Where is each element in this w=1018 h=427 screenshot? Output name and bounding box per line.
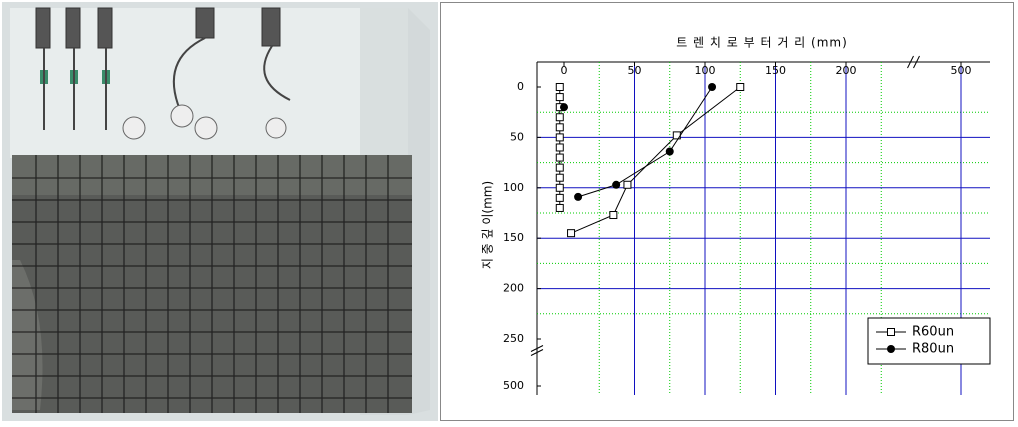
x-tick-label: 0 — [561, 64, 568, 77]
y-axis-title: 지 중 깊 이(mm) — [481, 181, 495, 269]
marker — [556, 134, 563, 141]
y-tick-label: 250 — [503, 332, 524, 345]
series — [560, 83, 716, 201]
marker — [556, 114, 563, 121]
marker — [556, 144, 563, 151]
marker — [568, 230, 575, 237]
legend-label: R80un — [912, 342, 954, 357]
y-tick-label: 100 — [503, 181, 524, 194]
marker — [624, 181, 631, 188]
legend-label: R60un — [912, 325, 954, 340]
marker — [556, 194, 563, 201]
marker — [556, 94, 563, 101]
marker — [612, 181, 620, 189]
x-axis-title: 트 렌 치 로 부 터 거 리 (mm) — [676, 36, 848, 50]
y-tick-label: 50 — [510, 130, 524, 143]
marker — [560, 103, 568, 111]
marker — [888, 329, 895, 336]
marker — [556, 154, 563, 161]
x-tick-label: 500 — [951, 64, 972, 77]
y-tick-label: 500 — [503, 379, 524, 392]
y-tick-label: 0 — [517, 80, 524, 93]
x-tick-label: 50 — [628, 64, 642, 77]
marker — [556, 124, 563, 131]
x-tick-label: 100 — [695, 64, 716, 77]
marker — [666, 148, 674, 156]
x-tick-label: 150 — [765, 64, 786, 77]
series — [556, 84, 743, 237]
marker — [556, 184, 563, 191]
marker — [556, 174, 563, 181]
marker — [556, 84, 563, 91]
x-tick-label: 200 — [836, 64, 857, 77]
series-line — [560, 87, 740, 233]
marker — [610, 212, 617, 219]
marker — [574, 193, 582, 201]
photo — [2, 2, 438, 421]
y-tick-label: 200 — [503, 282, 524, 295]
series-line — [564, 87, 712, 197]
y-tick-label: 150 — [503, 231, 524, 244]
marker — [556, 164, 563, 171]
marker — [556, 204, 563, 211]
page: 트 렌 치 로 부 터 거 리 (mm) 지 중 깊 이(mm) 0 50 100 1… — [0, 0, 1018, 423]
marker — [737, 84, 744, 91]
marker — [708, 83, 716, 91]
marker — [887, 345, 895, 353]
